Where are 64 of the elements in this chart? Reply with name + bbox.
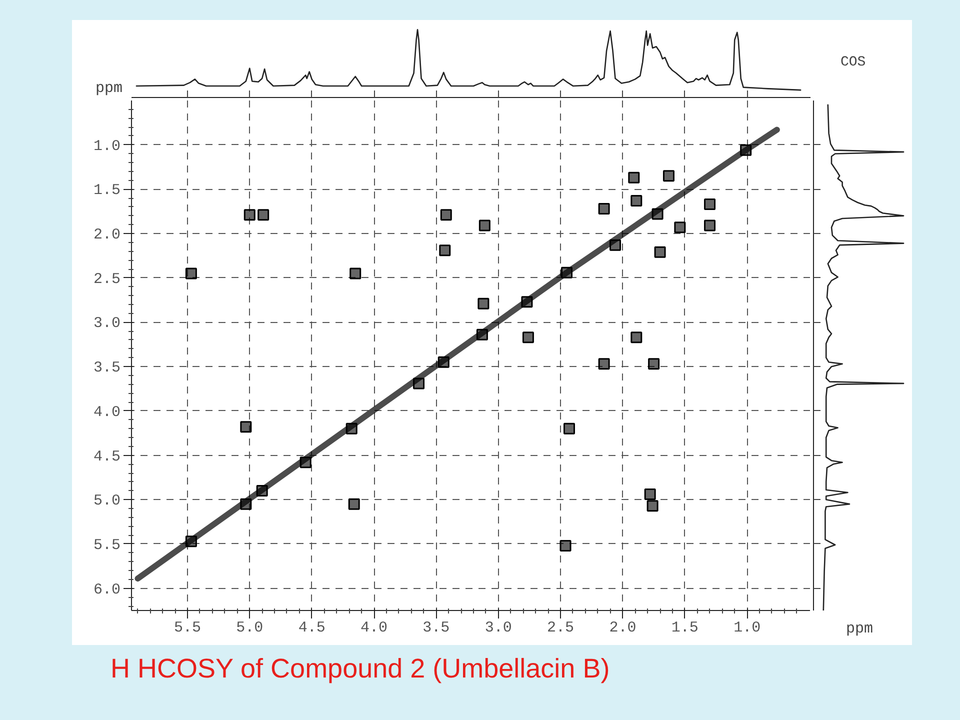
y-tick-label: 3.0: [93, 315, 121, 332]
x-tick-label: 4.0: [360, 620, 388, 636]
point: [256, 485, 268, 497]
x-tick-label: 5.5: [174, 620, 201, 636]
point: [561, 266, 573, 278]
point: [654, 246, 666, 258]
point: [439, 244, 451, 256]
y-tick-label: 1.5: [93, 182, 121, 200]
point: [346, 422, 358, 434]
point: [704, 220, 716, 232]
point: [438, 356, 450, 368]
point: [521, 296, 533, 308]
point: [704, 198, 716, 210]
x-tick-label: 5.0: [236, 620, 264, 636]
y-tick-label: 5.0: [93, 492, 121, 510]
text: H HCOSY of Compound 2 (Umbellacin B): [110, 654, 610, 684]
point: [240, 421, 252, 433]
point: [630, 332, 642, 344]
x-tick-label: 1.0: [734, 620, 761, 636]
point: [674, 222, 686, 234]
point: [522, 332, 534, 344]
x-tick-label: 2.5: [547, 620, 574, 636]
point: [630, 194, 642, 206]
point: [740, 144, 752, 156]
point: [610, 239, 622, 251]
point: [440, 209, 452, 221]
point: [185, 268, 197, 280]
point: [648, 358, 660, 370]
x-tick-label: 1.5: [671, 620, 698, 636]
y-tick-label: 4.0: [93, 404, 121, 421]
x-tick-label: 3.5: [422, 620, 450, 636]
point: [244, 209, 256, 221]
y-tick-label: 1.0: [93, 138, 121, 155]
y-tick-label: 2.5: [93, 270, 121, 288]
y-tick-label: 4.5: [93, 448, 121, 466]
y-tick-label: 5.5: [93, 536, 121, 554]
x-tick-label: 4.5: [298, 620, 326, 636]
point: [478, 298, 490, 310]
x-tick-label: 3.0: [484, 620, 512, 636]
point: [240, 498, 252, 510]
point: [258, 209, 270, 221]
point: [628, 172, 640, 184]
x-axis-title: ppm: [846, 620, 874, 638]
text: COS: [840, 54, 866, 70]
point: [185, 536, 197, 548]
point: [350, 268, 362, 280]
point: [598, 202, 610, 214]
x-tick-label: 2.0: [609, 620, 636, 636]
x-axis-title: ppm: [95, 80, 123, 97]
y-tick-label: 6.0: [93, 581, 121, 598]
point: [646, 500, 658, 512]
point: [598, 358, 610, 370]
point: [644, 488, 656, 500]
point: [300, 456, 312, 468]
point: [478, 220, 490, 232]
point: [476, 328, 488, 340]
point: [560, 540, 572, 552]
y-tick-label: 3.5: [93, 360, 121, 377]
point: [348, 498, 360, 510]
y-tick-label: 2.0: [93, 226, 121, 244]
point: [652, 208, 664, 220]
point: [563, 422, 575, 434]
point: [662, 170, 674, 182]
point: [413, 378, 425, 390]
